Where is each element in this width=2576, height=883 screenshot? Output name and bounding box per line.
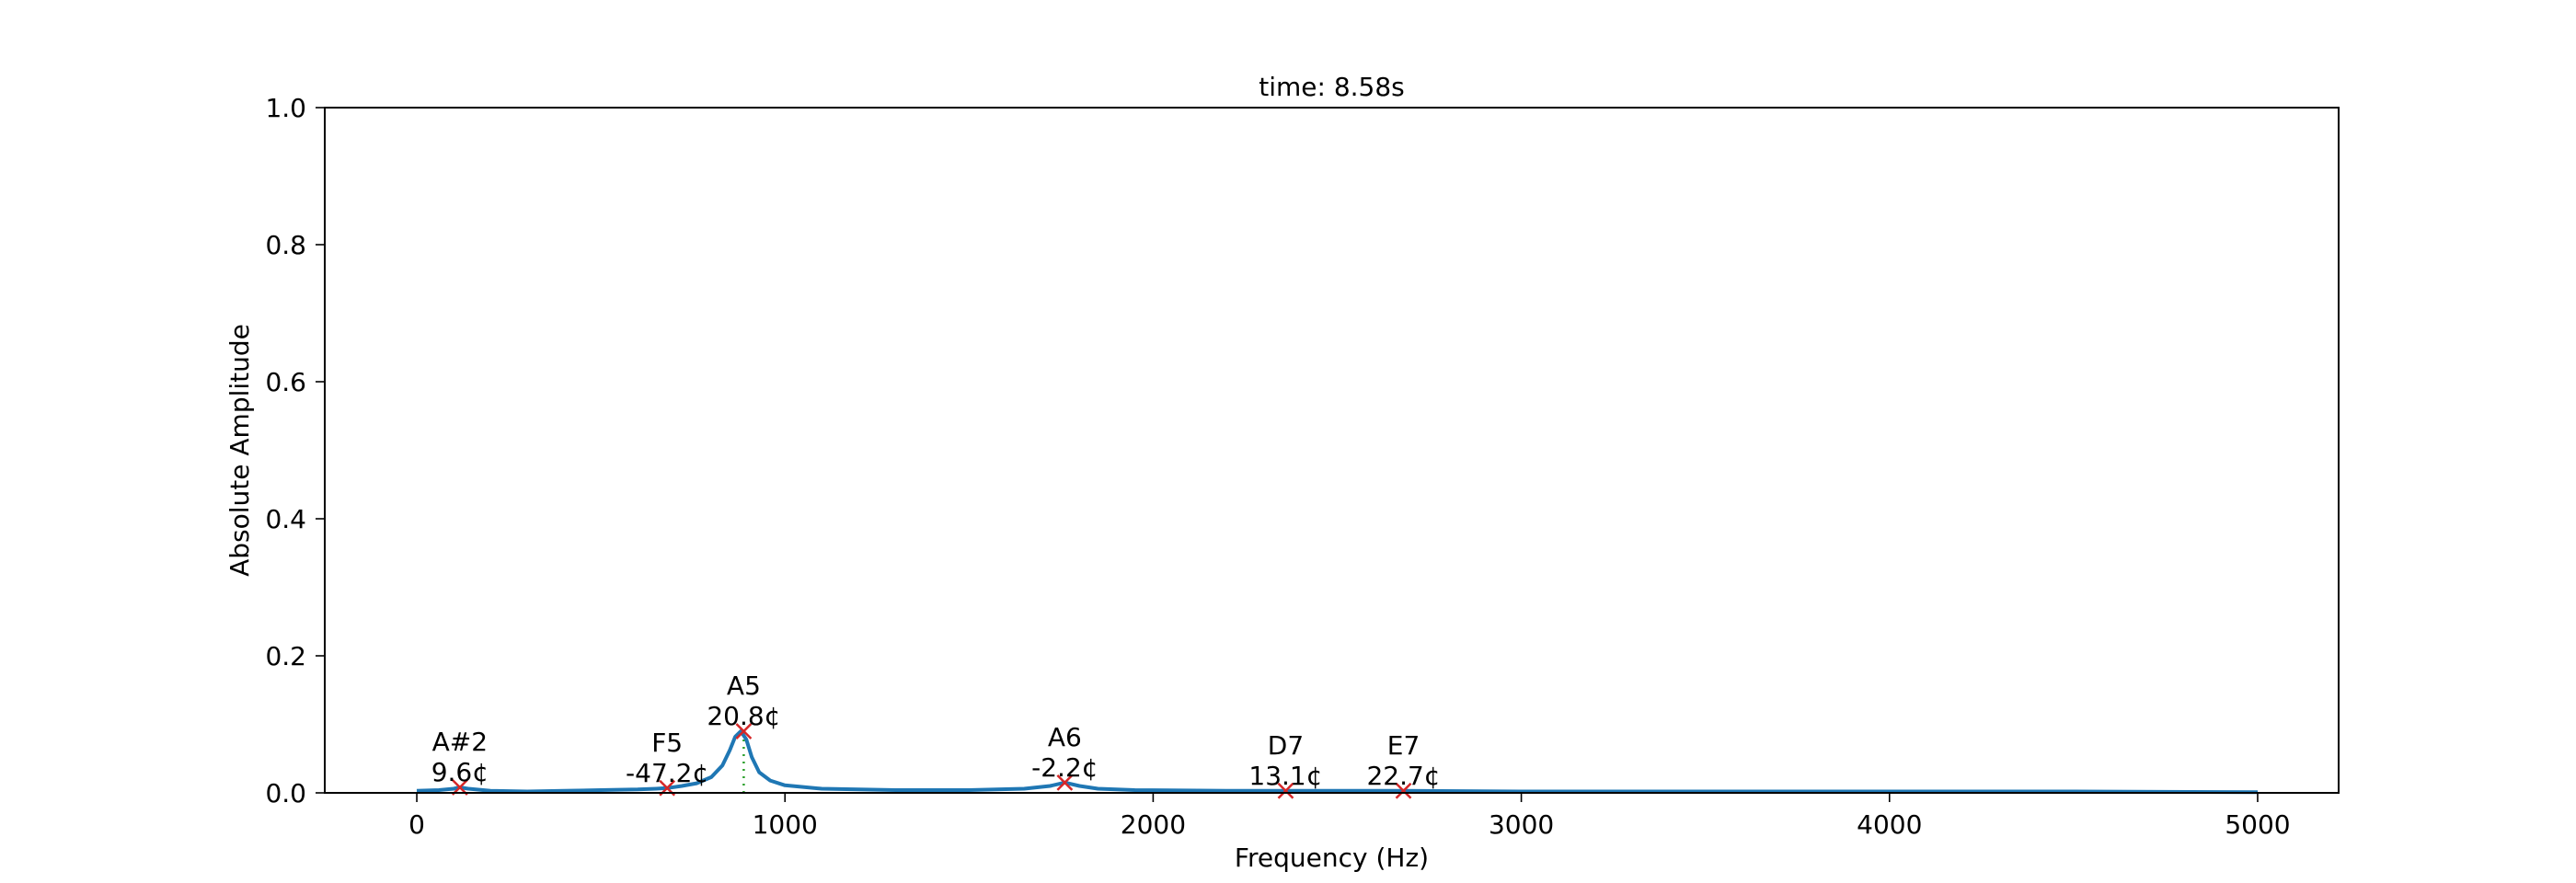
x-tick-label: 1000	[753, 809, 818, 840]
y-tick-label: 0.2	[265, 641, 306, 671]
peak-cents-label: 9.6¢	[431, 757, 489, 787]
y-tick-label: 0.4	[265, 504, 306, 534]
peak-marker	[1056, 774, 1074, 791]
peak-note-label: D7	[1268, 730, 1304, 761]
peak-marker	[735, 723, 753, 740]
peak-cents-label: -47.2¢	[626, 758, 708, 788]
peak-marker-stroke	[1277, 782, 1294, 799]
peak-cents-label: 13.1¢	[1248, 761, 1322, 791]
peak-note-label: E7	[1387, 730, 1420, 761]
y-axis: 0.0 0.2 0.4 0.6 0.8 1.0	[265, 93, 325, 808]
y-tick-label: 0.6	[265, 367, 306, 397]
peak-marker-stroke	[1056, 774, 1074, 791]
peak-marker	[1277, 782, 1294, 799]
y-axis-label: Absolute Amplitude	[224, 324, 255, 577]
x-axis: 0 1000 2000 3000 4000 5000	[408, 793, 2291, 840]
x-tick-label: 0	[408, 809, 425, 840]
chart-title: time: 8.58s	[1259, 72, 1405, 102]
peak-note-label: A6	[1048, 722, 1082, 752]
x-tick-label: 2000	[1121, 809, 1186, 840]
y-tick-label: 0.0	[265, 778, 306, 808]
peak-marker-stroke	[1395, 782, 1412, 799]
peak-marker-stroke	[735, 723, 753, 740]
peak-cents-label: -2.2¢	[1031, 752, 1098, 783]
axes-frame	[324, 107, 2340, 794]
peak-note-label: A5	[727, 671, 761, 701]
x-tick-label: 5000	[2225, 809, 2290, 840]
x-tick-label: 3000	[1489, 809, 1554, 840]
x-axis-label: Frequency (Hz)	[1235, 843, 1429, 873]
x-tick-label: 4000	[1857, 809, 1922, 840]
peak-marker	[1395, 782, 1412, 799]
peak-note-label: F5	[651, 728, 683, 758]
y-tick-label: 1.0	[265, 93, 306, 123]
peak-cents-label: 22.7¢	[1366, 761, 1440, 791]
peak-note-label: A#2	[432, 727, 488, 757]
y-tick-label: 0.8	[265, 230, 306, 260]
peak-cents-label: 20.8¢	[707, 701, 780, 731]
spectrum-line	[416, 729, 2259, 795]
